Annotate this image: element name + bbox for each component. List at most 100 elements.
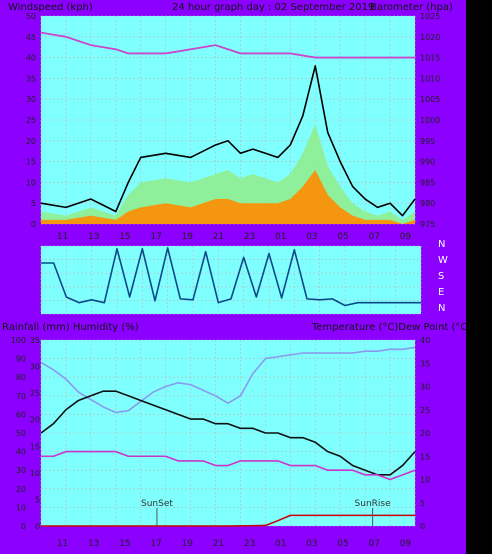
rainfall-y-tick-label: 15: [30, 442, 40, 451]
wind-y-tick-label: 25: [26, 116, 36, 125]
temperature-y-tick-label: 30: [420, 383, 430, 392]
wind-y-tick-label: 30: [26, 95, 36, 104]
wind-x-tick-label: 23: [244, 232, 255, 242]
humidity-y-tick-label: 90: [16, 355, 26, 364]
temperature-x-tick-label: 13: [88, 539, 99, 549]
compass-label-s: S: [438, 271, 444, 282]
charts-layer: 0510152025303540455097598098599099510001…: [11, 12, 441, 549]
wind-x-tick-label: 13: [88, 232, 99, 242]
wind-y-tick-label: 45: [26, 33, 36, 42]
barometer-y-tick-label: 975: [420, 220, 435, 229]
humidity-y-tick-label: 50: [16, 429, 26, 438]
temperature-line: [40, 390, 416, 476]
rainfall-y-tick-label: 25: [30, 389, 40, 398]
wind-y-tick-label: 5: [31, 199, 36, 208]
right-border: [466, 0, 492, 554]
humidity-y-tick-label: 100: [11, 336, 26, 345]
temperature-x-tick-label: 03: [306, 539, 317, 549]
rainfall-y-tick-label: 20: [30, 416, 40, 425]
wind-minimum-area: [41, 169, 415, 224]
wind-x-tick-label: 11: [57, 232, 68, 242]
wind-x-tick-label: 07: [369, 232, 380, 242]
wind-x-tick-label: 03: [306, 232, 317, 242]
temperature-x-tick-label: 09: [400, 539, 412, 549]
temperature-y-tick-label: 5: [420, 499, 425, 508]
barometer-y-tick-label: 985: [420, 178, 435, 187]
humidity-y-tick-label: 0: [21, 522, 26, 531]
temperature-y-tick-label: 25: [420, 406, 430, 415]
temperature-x-tick-label: 17: [150, 539, 161, 549]
compass-label-w: W: [438, 255, 448, 266]
dewpoint-line: [41, 450, 416, 481]
temperature-x-tick-label: 01: [275, 539, 286, 549]
barometer-y-tick-label: 1000: [420, 116, 440, 125]
temperature-y-tick-label: 0: [420, 522, 425, 531]
humidity-y-tick-label: 30: [16, 466, 26, 475]
barometer-y-tick-label: 1010: [420, 74, 440, 83]
temperature-x-tick-label: 21: [213, 539, 224, 549]
humidity-line: [40, 346, 416, 414]
temperature-y-tick-label: 15: [420, 452, 430, 461]
temperature-y-tick-label: 35: [420, 359, 430, 368]
barometer-line: [40, 31, 415, 59]
wind-x-tick-label: 05: [337, 232, 348, 242]
temperature-x-tick-label: 11: [57, 539, 68, 549]
temperature-x-tick-label: 23: [244, 539, 255, 549]
windspeed-axis-title: Windspeed (kph): [8, 2, 93, 13]
wind-x-tick-label: 19: [182, 232, 194, 242]
rainfall-line: [41, 514, 415, 527]
chart-title: 24 hour graph day : 02 September 2019: [172, 2, 374, 13]
rainfall-y-tick-label: 5: [35, 495, 40, 504]
humidity-y-tick-label: 40: [16, 448, 26, 457]
humidity-y-tick-label: 60: [16, 410, 26, 419]
barometer-y-tick-label: 990: [420, 158, 435, 167]
barometer-axis-title: Barometer (hpa): [370, 2, 453, 13]
temperature-x-tick-label: 19: [182, 539, 194, 549]
temperature-x-tick-label: 05: [337, 539, 348, 549]
rainfall-y-tick-label: 30: [30, 363, 40, 372]
rainfall-y-tick-label: 0: [35, 522, 40, 531]
temperature-y-tick-label: 10: [420, 476, 430, 485]
barometer-y-tick-label: 1020: [420, 33, 440, 42]
sunrise-label: SunRise: [355, 499, 392, 509]
wind-y-tick-label: 20: [26, 137, 36, 146]
wind-x-tick-label: 21: [213, 232, 224, 242]
wind-gust-line: [40, 65, 416, 217]
wind-y-tick-label: 0: [31, 220, 36, 229]
humidity-y-tick-label: 70: [16, 392, 26, 401]
temperature-x-tick-label: 07: [369, 539, 380, 549]
direction-plot-area: [41, 246, 421, 314]
temp-dew-axis-title: Temperature (°C)Dew Point (°C): [311, 322, 471, 333]
humidity-y-tick-label: 10: [16, 503, 26, 512]
wind-x-tick-label: 17: [150, 232, 161, 242]
rainfall-y-tick-label: 35: [30, 336, 40, 345]
rainfall-y-tick-label: 10: [30, 469, 40, 478]
wind-y-tick-label: 35: [26, 74, 36, 83]
compass-label-n: N: [438, 239, 445, 250]
temperature-plot-area: [41, 340, 415, 526]
wind-direction-line: [41, 247, 421, 307]
barometer-y-tick-label: 1025: [420, 12, 440, 21]
wind-y-tick-label: 50: [26, 12, 36, 21]
temperature-x-tick-label: 15: [119, 539, 130, 549]
temperature-y-tick-label: 40: [420, 336, 430, 345]
compass-label-e: E: [438, 287, 444, 298]
wind-y-tick-label: 15: [26, 158, 36, 167]
humidity-y-tick-label: 20: [16, 485, 26, 494]
barometer-y-tick-label: 1015: [420, 54, 440, 63]
barometer-y-tick-label: 1005: [420, 95, 440, 104]
humidity-y-tick-label: 80: [16, 373, 26, 382]
compass-label-n-bottom: N: [438, 303, 445, 314]
rain-humidity-axis-title: Rainfall (mm) Humidity (%): [2, 322, 139, 333]
wind-y-tick-label: 40: [26, 54, 36, 63]
barometer-y-tick-label: 980: [420, 199, 435, 208]
wind-y-tick-label: 10: [26, 178, 36, 187]
sunset-label: SunSet: [141, 499, 173, 509]
barometer-y-tick-label: 995: [420, 137, 435, 146]
wind-x-tick-label: 01: [275, 232, 286, 242]
temperature-y-tick-label: 20: [420, 429, 430, 438]
wind-x-tick-label: 15: [119, 232, 130, 242]
wind-x-tick-label: 09: [400, 232, 412, 242]
